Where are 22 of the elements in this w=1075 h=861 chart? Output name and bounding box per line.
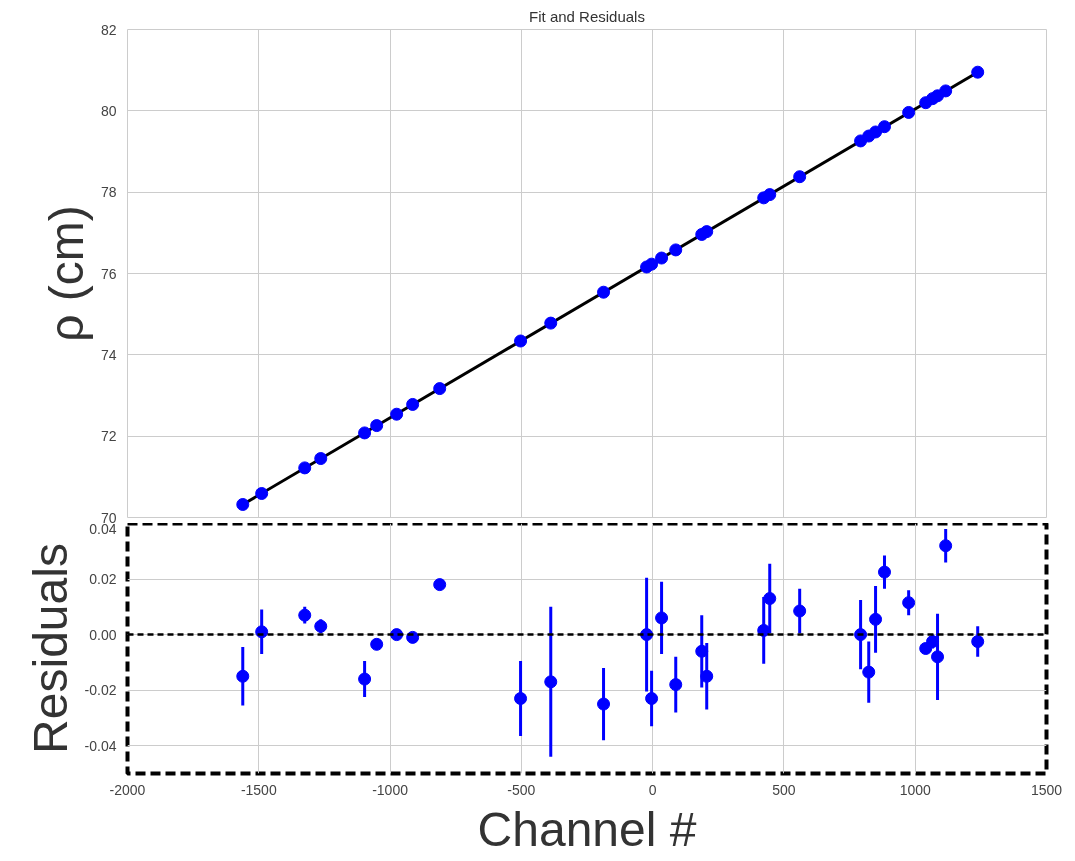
y-tick-label: 74 [100,346,117,363]
y-tick-label: 0.00 [89,626,117,643]
y-tick-label: 82 [100,21,117,38]
x-tick-label: -1500 [240,781,277,798]
x-tick-label: 1500 [1030,781,1063,798]
y-tick-label: 78 [100,184,117,201]
x-axis-title: Channel # [477,802,697,856]
chart-title: Fit and Residuals [529,7,645,25]
y-tick-label: -0.02 [84,682,117,699]
x-tick-label: 500 [772,781,796,798]
x-tick-label: -1000 [372,781,409,798]
y-tick-label: 72 [100,428,117,445]
y-tick-label: -0.04 [84,737,117,754]
y-tick-label: 76 [100,265,117,282]
x-tick-label: -500 [507,781,536,798]
y-axis-title: ρ (cm) [39,205,93,342]
x-tick-label: 1000 [899,781,931,798]
x-tick-label: 0 [648,781,657,798]
y-tick-label: 0.02 [89,571,117,588]
y-axis-title: Residuals [23,543,77,754]
x-tick-label: -2000 [109,781,146,798]
y-tick-label: 80 [100,102,117,119]
